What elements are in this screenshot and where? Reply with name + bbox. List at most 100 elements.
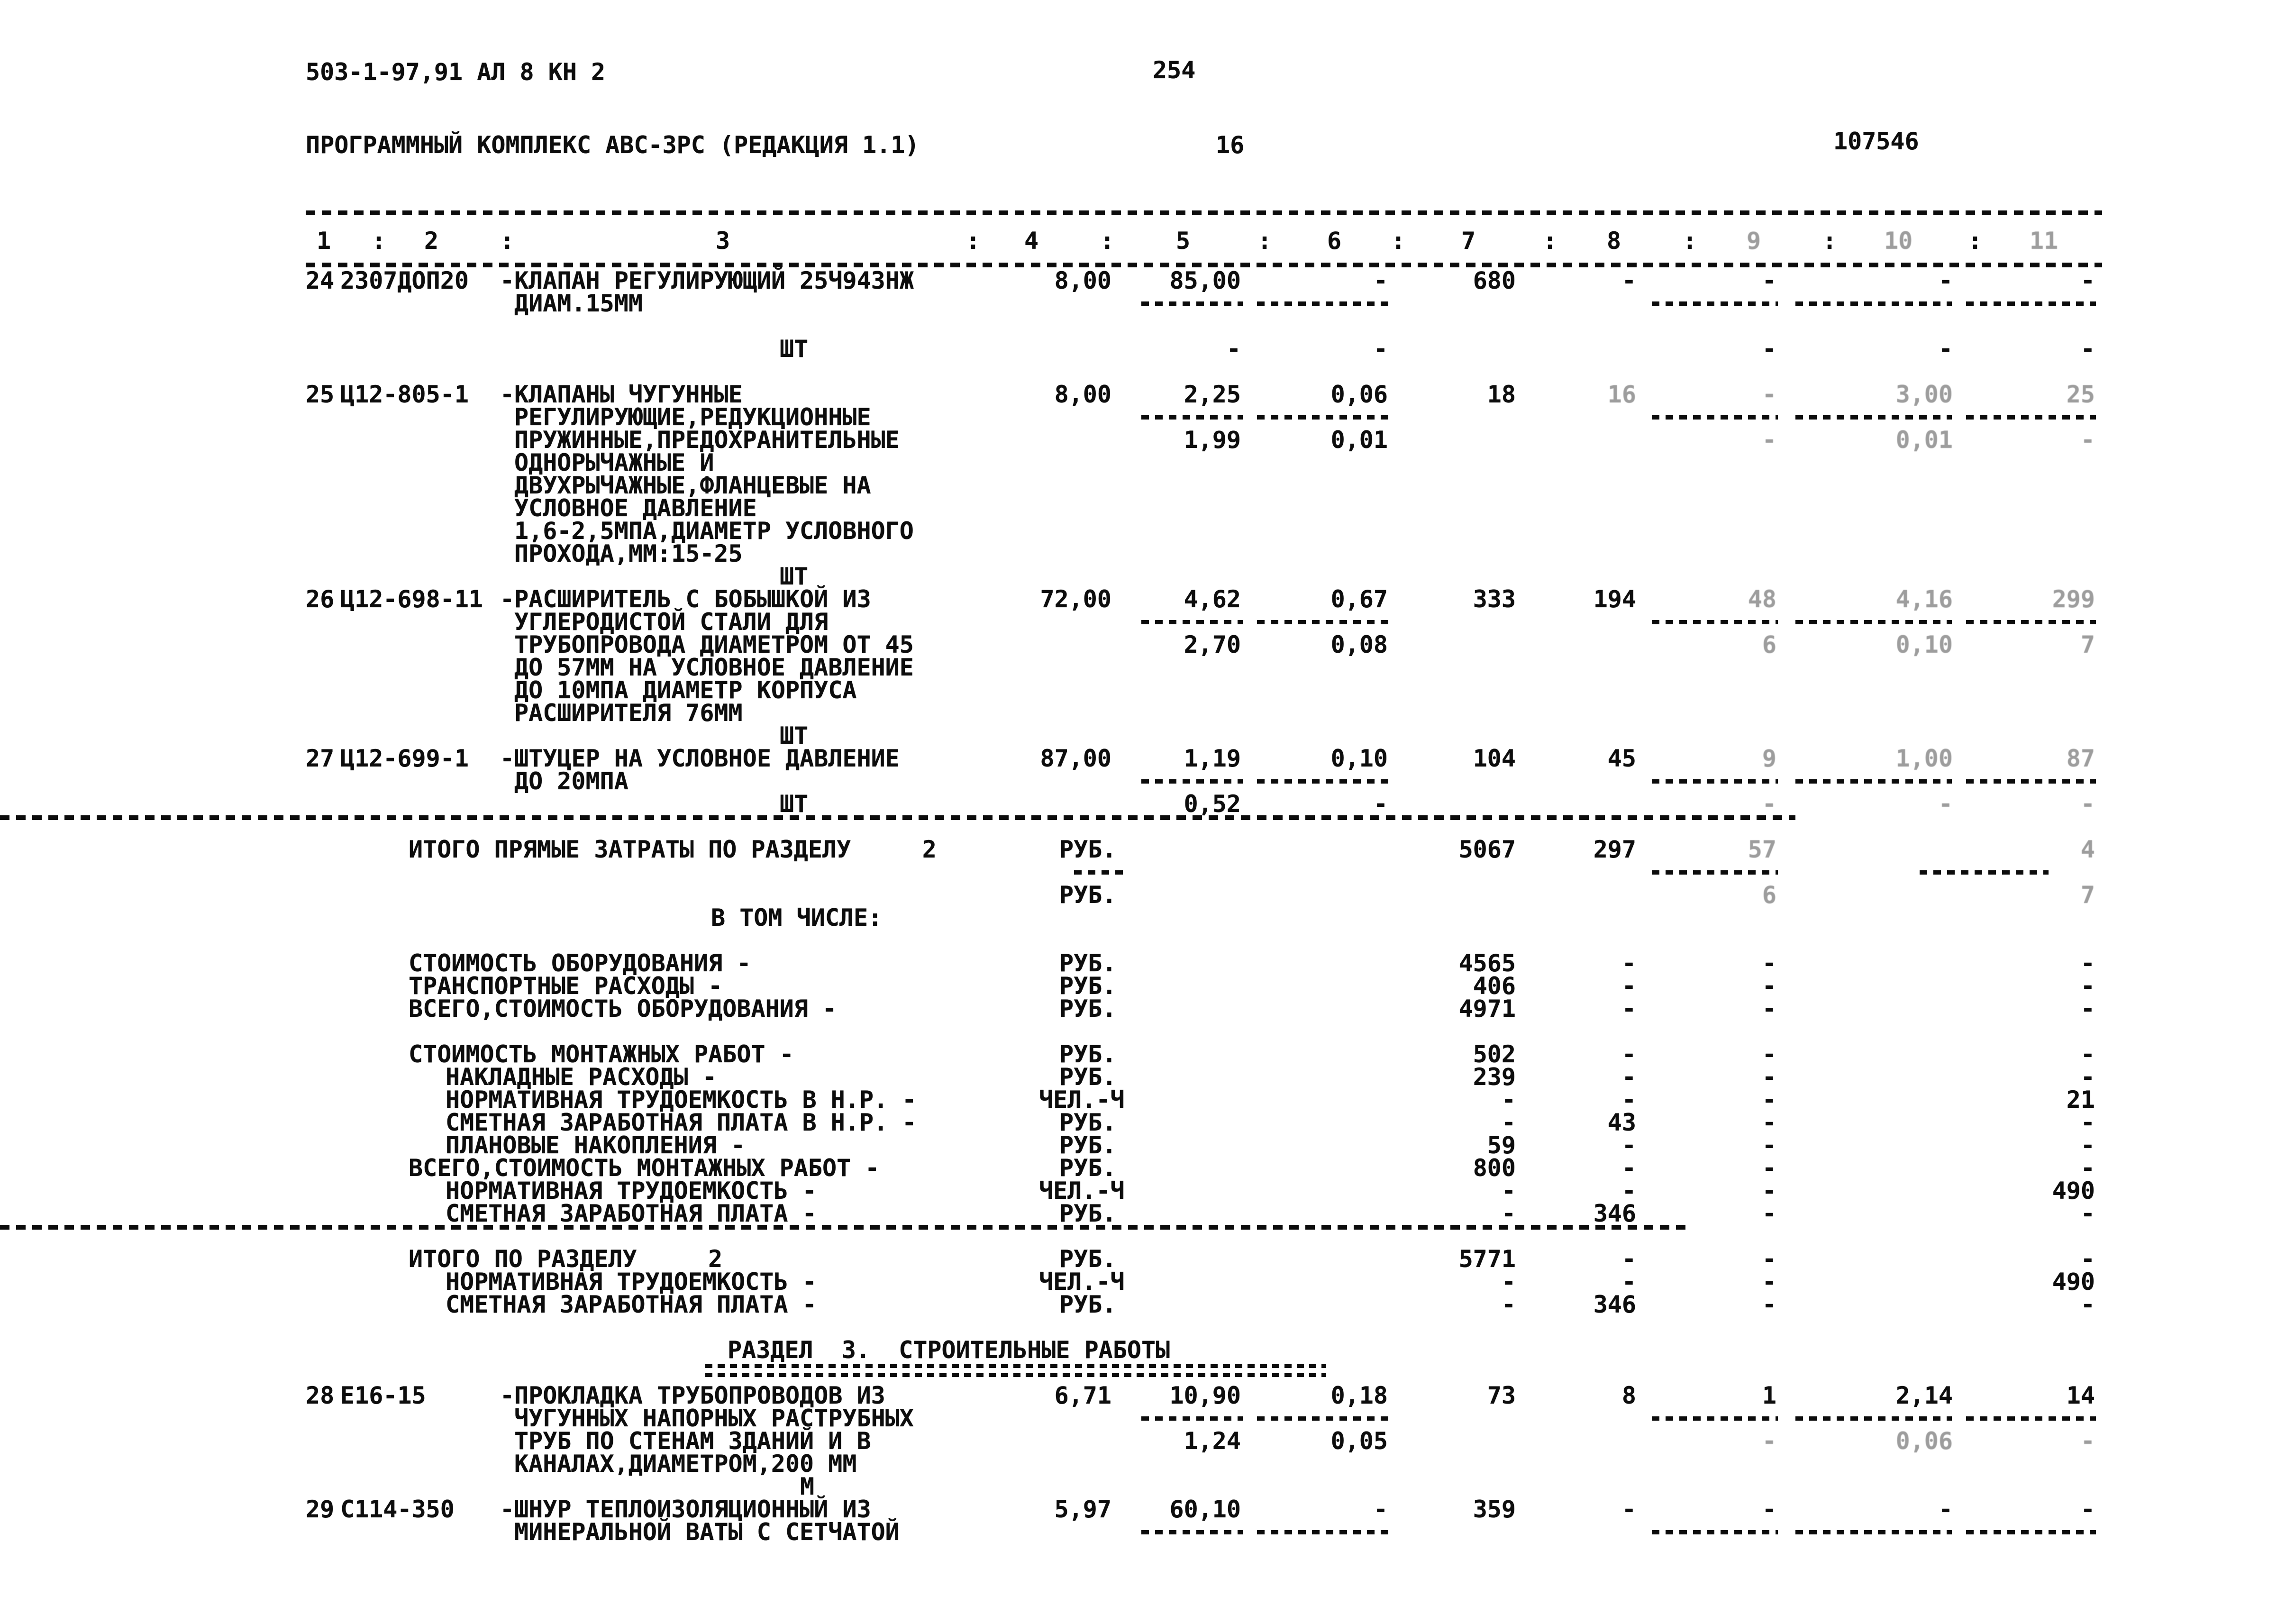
unit-cell: ЧЕЛ.-Ч <box>1039 1268 1125 1296</box>
item-unit: ШТ <box>780 790 809 818</box>
dash-col11 <box>1966 301 2096 306</box>
dash-col11 <box>1966 620 2096 624</box>
dash-col5 <box>1141 779 1243 784</box>
item-description: МИНЕРАЛЬНОЙ ВАТЫ С СЕТЧАТОЙ <box>514 1518 900 1546</box>
section-separator <box>0 1225 1688 1230</box>
value-c10: 3,00 <box>1895 381 1953 408</box>
dash-col6 <box>1257 779 1390 784</box>
value-c6: - <box>1373 267 1388 294</box>
value-c7: 359 <box>1473 1496 1516 1523</box>
table-line: НОРМАТИВНАЯ ТРУДОЕМКОСТЬ - ЧЕЛ.-Ч - - - 490 <box>0 1179 2295 1203</box>
value-c8: - <box>1621 1131 1636 1159</box>
row-label: НОРМАТИВНАЯ ТРУДОЕМКОСТЬ - <box>446 1268 817 1296</box>
value-c10: 0,10 <box>1895 631 1953 658</box>
value-c11: - <box>2080 335 2095 363</box>
column-separator: : <box>1822 227 1837 255</box>
value-c9: - <box>1762 1268 1776 1296</box>
value-c5: 2,70 <box>1184 631 1241 658</box>
value-c6: 0,08 <box>1330 631 1388 658</box>
value-c5: - <box>1226 335 1241 363</box>
column-header-8: 8 <box>1607 227 1621 255</box>
item-description: -ШНУР ТЕПЛОИЗОЛЯЦИОННЫЙ ИЗ <box>500 1496 871 1523</box>
value-c8: 194 <box>1593 585 1636 613</box>
value-c7: 59 <box>1487 1131 1516 1159</box>
dash-col9 <box>1652 779 1778 784</box>
value-c11: 4 <box>2080 836 2095 863</box>
dash-col10 <box>1795 779 1952 784</box>
column-separator: : <box>1100 227 1115 255</box>
value-c8: 346 <box>1593 1291 1636 1318</box>
value-c5: 1,99 <box>1184 426 1241 454</box>
sheet-number: 16 <box>1216 131 1245 159</box>
value-c11: - <box>2080 1131 2095 1159</box>
item-description: -ПРОКЛАДКА ТРУБОПРОВОДОВ ИЗ <box>500 1382 885 1409</box>
unit-cell: РУБ. <box>1059 1200 1117 1227</box>
table-line: 28 Е16-15 -ПРОКЛАДКА ТРУБОПРОВОДОВ ИЗ 6,71 1… <box>0 1384 2295 1407</box>
value-c11: 7 <box>2080 631 2095 658</box>
item-description: ДИАМ.15ММ <box>514 290 643 317</box>
value-c10: - <box>1938 790 1953 818</box>
value-c5: 2,25 <box>1184 381 1241 408</box>
column-header-1: 1 <box>317 227 331 255</box>
dash-col11 <box>1966 1530 2096 1534</box>
value-c6: 0,18 <box>1330 1382 1388 1409</box>
program-title: ПРОГРАММНЫЙ КОМПЛЕКС АВС-3РС (РЕДАКЦИЯ 1… <box>306 131 920 159</box>
column-header-5: 5 <box>1176 227 1191 255</box>
dash-col11 <box>1966 415 2096 420</box>
item-description: -РАСШИРИТЕЛЬ С БОБЫШКОЙ ИЗ <box>500 585 871 613</box>
table-line: УСЛОВНОЕ ДАВЛЕНИЕ <box>0 496 2295 520</box>
table-line: ОДНОРЫЧАЖНЫЕ И <box>0 451 2295 474</box>
table-line <box>0 1020 2295 1043</box>
column-header-3: 3 <box>716 227 730 255</box>
dash-col10 <box>1795 415 1952 420</box>
value-c8: - <box>1621 1245 1636 1273</box>
value-c11: 7 <box>2080 881 2095 909</box>
dash-col9 <box>1652 1416 1778 1421</box>
table-line <box>0 929 2295 952</box>
item-description: ДО 57ММ НА УСЛОВНОЕ ДАВЛЕНИЕ <box>514 654 914 681</box>
unit-cell: РУБ. <box>1059 1040 1117 1068</box>
column-header-6: 6 <box>1327 227 1342 255</box>
value-c11: - <box>2080 1040 2095 1068</box>
dash-col6 <box>1257 301 1390 306</box>
table-line: РАЗДЕЛ 3. СТРОИТЕЛЬНЫЕ РАБОТЫ <box>0 1338 2295 1362</box>
row-label: В ТОМ ЧИСЛЕ: <box>711 904 883 931</box>
unit-cell: РУБ. <box>1059 836 1117 863</box>
unit-cell: РУБ. <box>1059 1109 1117 1136</box>
dash-col11 <box>1966 1416 2096 1421</box>
value-c8: - <box>1621 1496 1636 1523</box>
table-line: РАСШИРИТЕЛЯ 76ММ <box>0 701 2295 725</box>
value-c11: - <box>2080 1496 2095 1523</box>
table-line: ТРУБОПРОВОДА ДИАМЕТРОМ ОТ 45 2,70 0,08 6 0,1… <box>0 631 2295 658</box>
value-c8: 16 <box>1607 381 1636 408</box>
unit-cell: РУБ. <box>1059 1154 1117 1182</box>
value-c8: - <box>1621 949 1636 977</box>
section-title-underline <box>705 1364 1326 1368</box>
table-line: ТРУБ ПО СТЕНАМ ЗДАНИЙ И В 1,24 0,05 - 0,06 - <box>0 1429 2295 1453</box>
item-description: -КЛАПАН РЕГУЛИРУЮЩИЙ 25Ч943НЖ <box>500 267 914 294</box>
value-c6: 0,10 <box>1330 745 1388 772</box>
value-c8: 43 <box>1607 1109 1636 1136</box>
value-c9: - <box>1762 995 1776 1022</box>
table-line: ВСЕГО,СТОИМОСТЬ МОНТАЖНЫХ РАБОТ - РУБ. 800… <box>0 1154 2295 1182</box>
item-code: Е16-15 <box>340 1382 426 1409</box>
value-c10: - <box>1938 267 1953 294</box>
row-label: НОРМАТИВНАЯ ТРУДОЕМКОСТЬ В Н.Р. - <box>446 1086 917 1113</box>
table-line: ДВУХРЫЧАЖНЫЕ,ФЛАНЦЕВЫЕ НА <box>0 474 2295 497</box>
value-c4: 6,71 <box>1054 1382 1111 1409</box>
value-c8: - <box>1621 267 1636 294</box>
value-c9: - <box>1762 790 1776 818</box>
table-line: ПЛАНОВЫЕ НАКОПЛЕНИЯ - РУБ. 59 - - - <box>0 1131 2295 1159</box>
column-header-2: 2 <box>424 227 439 255</box>
item-description: РЕГУЛИРУЮЩИЕ,РЕДУКЦИОННЫЕ <box>514 403 871 431</box>
table-line <box>0 1361 2295 1384</box>
table-line <box>0 815 2295 838</box>
value-c11: - <box>2080 267 2095 294</box>
value-c5: 0,52 <box>1184 790 1241 818</box>
table-line: ВСЕГО,СТОИМОСТЬ ОБОРУДОВАНИЯ - РУБ. 4971 - -… <box>0 995 2295 1022</box>
value-c7: 406 <box>1473 972 1516 1000</box>
column-separator: : <box>1391 227 1406 255</box>
row-label: СМЕТНАЯ ЗАРАБОТНАЯ ПЛАТА - <box>446 1291 817 1318</box>
value-c11: - <box>2080 1200 2095 1227</box>
